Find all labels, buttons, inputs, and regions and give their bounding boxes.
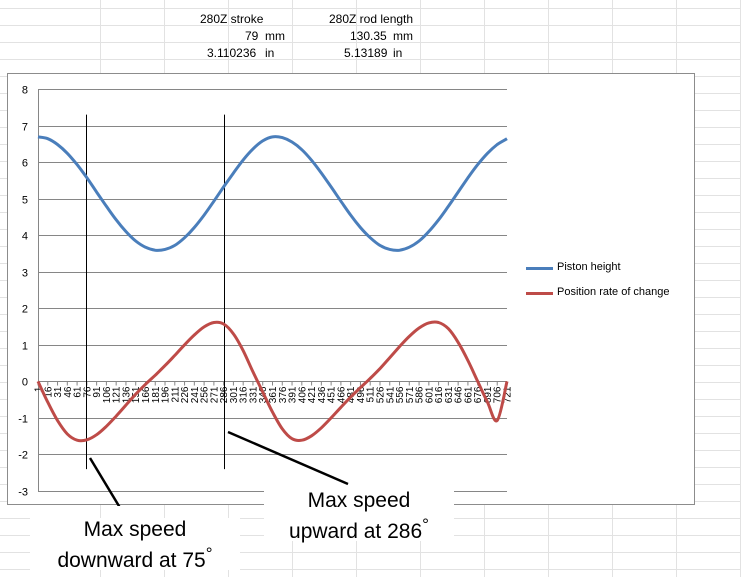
callout-text: upward at 286 (289, 520, 423, 543)
x-tick-label: 241 (190, 386, 201, 403)
x-tick-label: 106 (102, 386, 113, 403)
x-tick-label: 721 (503, 386, 514, 403)
x-tick-label: 406 (297, 386, 308, 403)
series-line-rate-of-change (36, 320, 509, 443)
in-unit-cell[interactable]: in (265, 46, 275, 60)
stroke-in-cell[interactable]: 3.110236 (207, 46, 257, 60)
x-tick-label: 601 (424, 386, 435, 403)
stroke-mm-cell[interactable]: 79 (245, 29, 259, 43)
callout-pointer-upward (227, 430, 349, 486)
x-tick-label: 256 (200, 386, 211, 403)
x-tick-label: 511 (366, 386, 377, 402)
callout-max-speed-downward: Max speed downward at 75° (30, 518, 240, 573)
x-tick-label: 181 (151, 386, 162, 403)
x-tick-label: 211 (170, 386, 181, 402)
x-tick-label: 361 (268, 386, 279, 403)
callout-line-1: Max speed (83, 518, 187, 541)
rod-label-cell[interactable]: 280Z rod length (329, 12, 414, 26)
y-tick-label: 0 (22, 377, 28, 389)
callout-line-2: upward at 286° (264, 513, 454, 544)
x-tick-label: 166 (141, 386, 152, 403)
chart-area[interactable]: 8 7 6 5 4 3 2 1 0 -1 -2 -3 1 16 31 46 61 76 91 106 121 136 151… (7, 73, 695, 506)
y-tick-label: 4 (22, 231, 28, 243)
x-tick-label: 616 (434, 386, 445, 403)
degree-symbol: ° (422, 515, 429, 534)
x-tick-label: 376 (278, 386, 289, 403)
y-tick-label: 8 (22, 85, 28, 97)
mm-unit-cell[interactable]: mm (265, 29, 285, 43)
y-tick-label: -2 (18, 450, 28, 462)
x-tick-label: 331 (248, 386, 259, 403)
mm-unit-cell-2[interactable]: mm (393, 29, 413, 43)
legend-label-piston-height: Piston height (557, 261, 621, 273)
x-tick-label: 301 (229, 386, 240, 403)
x-tick-label: 91 (92, 386, 103, 398)
rod-in-cell[interactable]: 5.13189 (344, 46, 388, 60)
x-tick-label: 571 (405, 386, 416, 403)
x-tick-label: 76 (82, 386, 93, 398)
in-unit-cell-2[interactable]: in (393, 46, 403, 60)
legend-label-rate-of-change: Position rate of change (557, 286, 670, 298)
x-tick-label: 496 (356, 386, 367, 403)
x-tick-label: 676 (473, 386, 484, 403)
x-tick-label: 31 (53, 386, 64, 398)
x-tick-label: 691 (483, 386, 494, 403)
x-tick-label: 316 (239, 386, 250, 403)
x-tick-label: 436 (317, 386, 328, 403)
x-tick-label: 226 (180, 386, 191, 403)
rod-mm-cell[interactable]: 130.35 (350, 29, 387, 43)
x-tick-label: 271 (209, 386, 220, 403)
y-tick-label: 6 (22, 158, 28, 170)
callout-pointer-downward (88, 457, 121, 506)
x-tick-label: 526 (375, 386, 386, 403)
y-tick-label: -3 (18, 487, 28, 499)
callout-line-2: downward at 75° (30, 542, 240, 573)
callout-text: downward at 75 (57, 549, 206, 572)
x-tick-label: 121 (112, 386, 123, 403)
x-tick-label: 586 (415, 386, 426, 403)
callout-max-speed-upward: Max speed upward at 286° (264, 489, 454, 544)
degree-symbol: ° (205, 544, 213, 563)
callout-line-1: Max speed (307, 489, 411, 512)
x-tick-label: 196 (161, 386, 172, 403)
x-tick-label: 136 (121, 386, 132, 403)
y-tick-label: 3 (22, 268, 28, 280)
stroke-label-cell[interactable]: 280Z stroke (200, 12, 264, 26)
legend-swatch-piston-height (526, 267, 553, 270)
y-tick-label: 7 (22, 122, 28, 134)
x-tick-label: 61 (73, 386, 84, 398)
x-tick-label: 451 (327, 386, 338, 403)
x-tick-label: 391 (288, 386, 299, 403)
x-tick-label: 706 (493, 386, 504, 403)
x-tick-label: 541 (385, 386, 396, 403)
x-tick-label: 1 (34, 386, 45, 392)
legend-swatch-rate-of-change (526, 292, 553, 295)
x-tick-label: 661 (463, 386, 474, 403)
y-tick-label: 1 (22, 341, 28, 353)
x-tick-label: 16 (43, 386, 54, 398)
y-tick-label: 2 (22, 304, 28, 316)
series-line-piston-height (37, 135, 508, 252)
x-tick-label: 421 (307, 386, 318, 403)
x-tick-label: 556 (395, 386, 406, 403)
x-tick-label: 631 (444, 386, 455, 403)
y-tick-label: 5 (22, 195, 28, 207)
x-tick-label: 46 (63, 386, 74, 398)
y-tick-label: -1 (18, 414, 28, 426)
x-tick-label: 646 (454, 386, 465, 403)
x-tick-label: 466 (336, 386, 347, 403)
